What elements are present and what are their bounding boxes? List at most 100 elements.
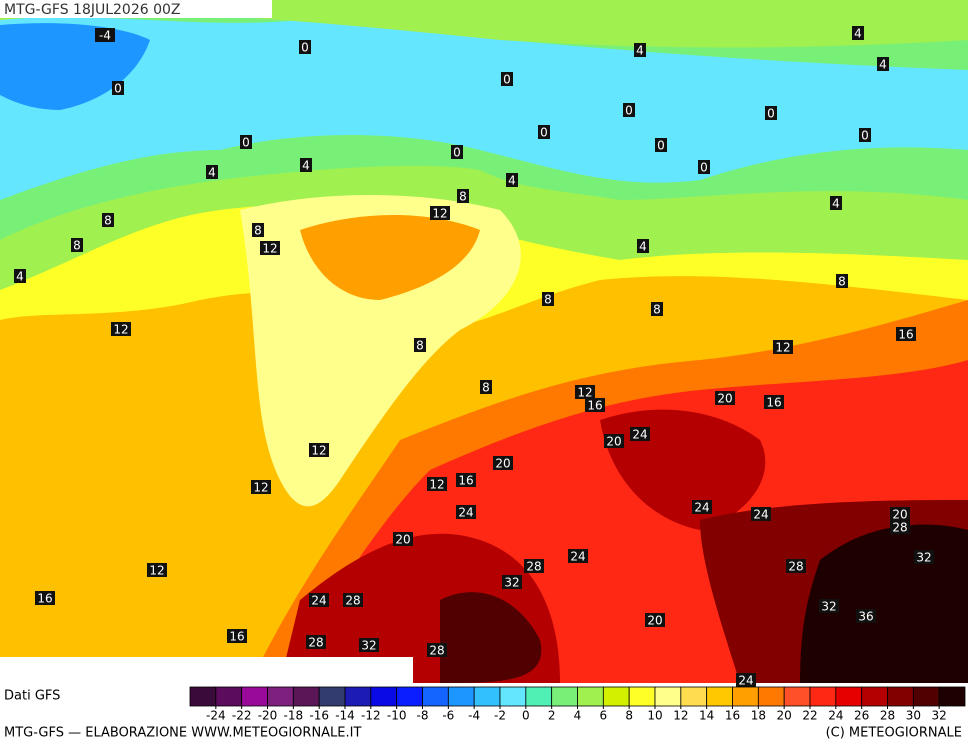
- contour-label: 24: [458, 506, 473, 520]
- contour-label-box: [890, 507, 910, 521]
- contour-label: 16: [898, 328, 913, 342]
- contour-label-box: [430, 206, 450, 220]
- contour-label: 4: [854, 27, 862, 41]
- contour-label: 20: [647, 614, 662, 628]
- colorbar-swatch: [344, 686, 372, 707]
- contour-label: 0: [242, 136, 250, 150]
- contour-label: 28: [429, 644, 444, 658]
- contour-label: -4: [99, 29, 111, 43]
- colorbar-tick-label: 22: [802, 709, 817, 723]
- contour-label: 16: [229, 630, 244, 644]
- contour-label: 0: [503, 73, 511, 87]
- colorbar-tick-label: 12: [673, 709, 688, 723]
- contour-label-box: [309, 593, 329, 607]
- colorbar-tick-label: -2: [494, 709, 506, 723]
- contour-label-box: [715, 391, 735, 405]
- contour-label: 4: [508, 174, 516, 188]
- contour-label-box: [14, 269, 26, 283]
- contour-label-box: [252, 223, 264, 237]
- contour-label: 0: [540, 126, 548, 140]
- contour-label: 12: [429, 478, 444, 492]
- colorbar-swatch: [757, 686, 785, 707]
- contour-label: 16: [37, 592, 52, 606]
- contour-label: 4: [208, 166, 216, 180]
- contour-label: 28: [526, 560, 541, 574]
- blank-box: [0, 657, 413, 683]
- contour-label-box: [736, 673, 756, 687]
- contour-label-box: [502, 575, 522, 589]
- contour-label-box: [630, 427, 650, 441]
- contour-label: 20: [717, 392, 732, 406]
- contour-label: 32: [821, 600, 836, 614]
- colorbar-swatch: [732, 686, 759, 707]
- contour-label: 24: [311, 594, 326, 608]
- contour-label: 8: [416, 339, 424, 353]
- contour-label: 20: [495, 457, 510, 471]
- colorbar-tick-label: 6: [600, 709, 608, 723]
- colorbar-swatch: [628, 686, 656, 707]
- colorbar-tick-label: 4: [574, 709, 582, 723]
- colorbar-tick-label: -6: [442, 709, 454, 723]
- contour-label-box: [575, 385, 595, 399]
- contour-label: 0: [657, 139, 665, 153]
- contour-label: 24: [694, 501, 709, 515]
- colorbar-tick-label: 18: [751, 709, 766, 723]
- contour-label: 16: [766, 396, 781, 410]
- contour-label-box: [568, 549, 588, 563]
- colorbar-tick-label: -4: [468, 709, 480, 723]
- colorbar-swatch: [215, 686, 243, 707]
- contour-label: 0: [700, 161, 708, 175]
- contour-label: 28: [892, 521, 907, 535]
- contour-label-box: [585, 398, 605, 412]
- colorbar-swatch: [447, 686, 475, 707]
- contour-label-box: [451, 145, 463, 159]
- colorbar-swatch: [577, 686, 604, 707]
- contour-label-box: [698, 160, 710, 174]
- contour-label-box: [343, 593, 363, 607]
- contour-label: 4: [639, 240, 647, 254]
- contour-label-box: [637, 239, 649, 253]
- contour-label: 12: [149, 564, 164, 578]
- contour-label: 4: [879, 58, 887, 72]
- contour-label-box: [604, 434, 624, 448]
- contour-label-box: [890, 520, 910, 534]
- contour-label-box: [538, 125, 550, 139]
- footer-right: (C) METEOGIORNALE: [826, 726, 962, 741]
- map-title: MTG-GFS 18JUL2026 00Z: [4, 2, 181, 18]
- contour-label-box: [501, 72, 513, 86]
- colorbar-tick-label: -20: [258, 709, 278, 723]
- colorbar-swatch: [938, 686, 966, 707]
- colorbar-swatch: [783, 686, 811, 707]
- contour-label-box: [655, 138, 667, 152]
- contour-label-box: [836, 274, 848, 288]
- contour-label: 12: [113, 323, 128, 337]
- colorbar-swatch: [835, 686, 863, 707]
- contour-label: 12: [432, 207, 447, 221]
- footer-left: MTG-GFS — ELABORAZIONE WWW.METEOGIORNALE…: [4, 726, 361, 741]
- contour-label: 0: [301, 41, 309, 55]
- contour-label-box: [457, 189, 469, 203]
- contour-label-box: [645, 613, 665, 627]
- contour-label: 8: [838, 275, 846, 289]
- contour-label: 12: [253, 481, 268, 495]
- colorbar-tick-label: 26: [854, 709, 869, 723]
- contour-label-box: [251, 480, 271, 494]
- colorbar-swatch: [370, 686, 398, 707]
- contour-label-box: [306, 635, 326, 649]
- colorbar-tick-label: 30: [906, 709, 921, 723]
- contour-label: 24: [570, 550, 585, 564]
- contour-label: 0: [114, 82, 122, 96]
- contour-label: 24: [753, 508, 768, 522]
- contour-label: 0: [453, 146, 461, 160]
- contour-label-box: [751, 507, 771, 521]
- colorbar-swatch: [422, 686, 449, 707]
- contour-label: 8: [459, 190, 467, 204]
- contour-label-box: [480, 380, 492, 394]
- colorbar-swatch: [267, 686, 294, 707]
- colorbar-tick-label: -14: [335, 709, 355, 723]
- contour-label-box: [524, 559, 544, 573]
- colorbar-swatch: [525, 686, 553, 707]
- colorbar: -24 -22 -20 -18 -16 -14 -12 -10 -8 -6 -4 -2 0 2 4 6 8 10 1…: [189, 686, 966, 723]
